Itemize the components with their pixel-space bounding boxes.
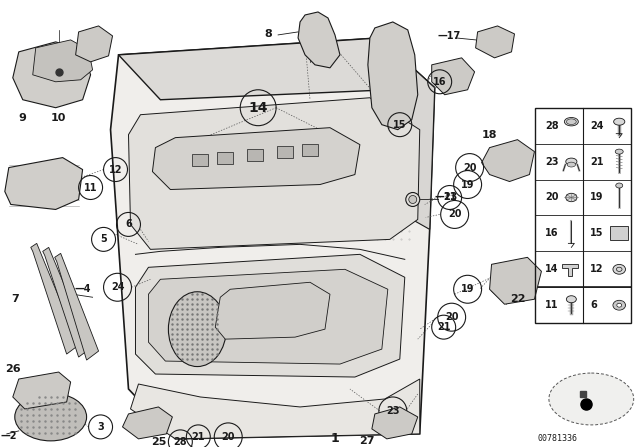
Ellipse shape xyxy=(615,149,623,154)
Polygon shape xyxy=(368,38,435,229)
Text: 14: 14 xyxy=(545,264,559,274)
Text: 20: 20 xyxy=(445,312,458,322)
Polygon shape xyxy=(111,38,435,439)
Text: 11: 11 xyxy=(84,182,97,193)
Ellipse shape xyxy=(168,292,227,366)
Text: 6: 6 xyxy=(590,300,597,310)
Text: 1: 1 xyxy=(331,432,339,445)
Polygon shape xyxy=(481,140,534,181)
Ellipse shape xyxy=(616,183,623,188)
Circle shape xyxy=(409,195,417,203)
Polygon shape xyxy=(372,407,418,439)
Text: 19: 19 xyxy=(590,193,604,202)
Text: 19: 19 xyxy=(461,284,474,294)
Text: —17: —17 xyxy=(437,31,460,41)
Polygon shape xyxy=(54,254,99,360)
Ellipse shape xyxy=(613,264,625,274)
Polygon shape xyxy=(31,243,79,354)
Ellipse shape xyxy=(566,296,577,303)
Text: 19: 19 xyxy=(461,180,474,190)
Polygon shape xyxy=(76,26,113,62)
Text: 28: 28 xyxy=(545,121,559,131)
Bar xyxy=(247,149,263,160)
Text: 21: 21 xyxy=(437,322,451,332)
Ellipse shape xyxy=(15,393,86,441)
Text: 20: 20 xyxy=(221,432,235,442)
Text: 20: 20 xyxy=(545,193,559,202)
Ellipse shape xyxy=(613,300,625,310)
Polygon shape xyxy=(33,40,93,82)
Polygon shape xyxy=(432,58,475,95)
Text: 21: 21 xyxy=(443,193,456,202)
Bar xyxy=(277,146,293,158)
Text: 15: 15 xyxy=(590,228,604,238)
Text: 18: 18 xyxy=(482,129,497,140)
Circle shape xyxy=(406,193,420,207)
Polygon shape xyxy=(476,26,515,58)
Bar xyxy=(536,108,631,323)
Text: 10: 10 xyxy=(51,113,67,123)
Ellipse shape xyxy=(566,119,576,125)
Text: —4: —4 xyxy=(74,284,91,294)
Text: 8: 8 xyxy=(264,29,272,39)
Bar xyxy=(611,226,628,241)
Text: 15: 15 xyxy=(393,120,406,129)
Text: 20: 20 xyxy=(448,210,461,220)
Polygon shape xyxy=(368,22,418,129)
Polygon shape xyxy=(563,264,579,276)
Text: 23: 23 xyxy=(386,406,399,416)
Text: —2: —2 xyxy=(1,431,17,441)
Text: 12: 12 xyxy=(109,164,122,175)
Ellipse shape xyxy=(566,193,577,202)
Text: 23: 23 xyxy=(545,157,559,167)
Text: —13: —13 xyxy=(434,193,458,202)
Text: 7: 7 xyxy=(11,294,19,304)
Polygon shape xyxy=(13,42,91,108)
Text: 12: 12 xyxy=(590,264,604,274)
Ellipse shape xyxy=(566,158,577,165)
Text: 9: 9 xyxy=(19,113,27,123)
Text: 28: 28 xyxy=(173,437,187,447)
Ellipse shape xyxy=(564,117,579,126)
Bar xyxy=(193,154,208,166)
Text: 25: 25 xyxy=(151,437,166,447)
Text: 3: 3 xyxy=(97,422,104,432)
Text: 6: 6 xyxy=(125,220,132,229)
Polygon shape xyxy=(298,12,340,68)
Text: 00781336: 00781336 xyxy=(538,435,577,444)
Polygon shape xyxy=(129,98,420,250)
Text: 26: 26 xyxy=(5,364,20,374)
Text: 22: 22 xyxy=(509,294,525,304)
Ellipse shape xyxy=(216,151,305,178)
Polygon shape xyxy=(152,128,360,190)
Bar xyxy=(217,151,233,164)
Text: 21: 21 xyxy=(590,157,604,167)
Text: 16: 16 xyxy=(433,77,447,87)
Text: 24: 24 xyxy=(111,282,124,292)
Ellipse shape xyxy=(614,118,625,125)
Polygon shape xyxy=(148,269,388,364)
Text: 24: 24 xyxy=(590,121,604,131)
Text: 20: 20 xyxy=(463,163,476,172)
Text: 14: 14 xyxy=(248,101,268,115)
Polygon shape xyxy=(215,282,330,339)
Text: 16: 16 xyxy=(545,228,559,238)
Text: 21: 21 xyxy=(191,432,205,442)
Polygon shape xyxy=(13,372,70,409)
Text: 27: 27 xyxy=(359,436,374,446)
Polygon shape xyxy=(122,407,172,439)
Ellipse shape xyxy=(567,162,575,167)
Polygon shape xyxy=(118,38,435,100)
Polygon shape xyxy=(136,254,404,377)
Polygon shape xyxy=(5,158,83,210)
Polygon shape xyxy=(131,379,420,439)
Text: 5: 5 xyxy=(100,234,107,244)
Ellipse shape xyxy=(617,303,621,307)
Polygon shape xyxy=(490,257,541,304)
Ellipse shape xyxy=(549,373,634,425)
Bar xyxy=(302,144,318,155)
Text: 11: 11 xyxy=(545,300,559,310)
Ellipse shape xyxy=(200,145,320,184)
Polygon shape xyxy=(43,247,91,357)
